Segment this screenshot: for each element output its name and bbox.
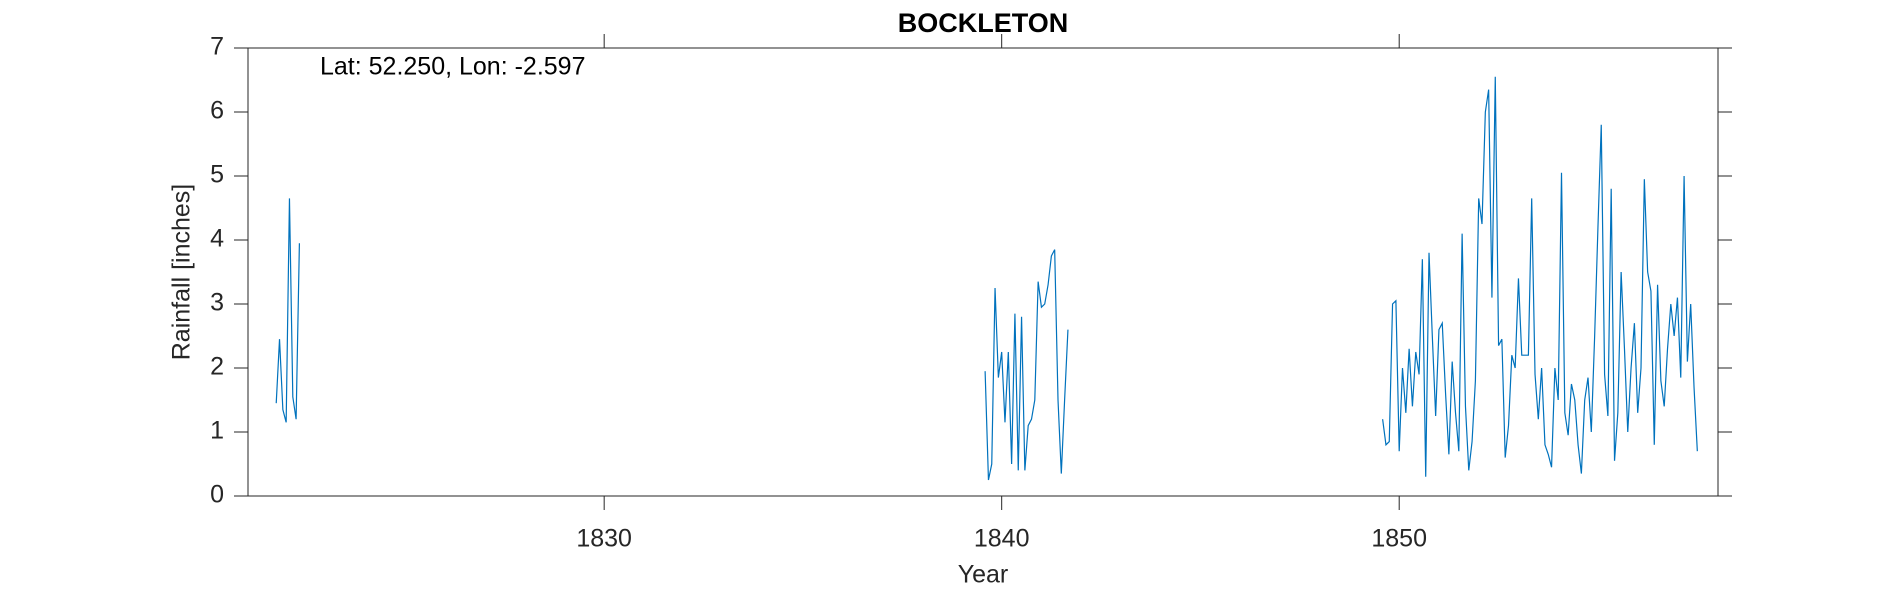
annotation: Lat: 52.250, Lon: -2.597 [320,53,586,81]
x-tick-label: 1840 [974,525,1030,553]
y-tick-label: 6 [210,97,224,125]
chart-title: BOCKLETON [898,8,1069,38]
y-tick-label: 4 [210,225,224,253]
x-tick-label: 1830 [576,525,632,553]
x-tick-label: 1850 [1371,525,1427,553]
y-tick-label: 1 [210,417,224,445]
y-axis-label: Rainfall [inches] [168,184,196,360]
data-line [275,76,1698,481]
x-axis-label: Year [958,561,1009,589]
axes-box [247,47,1719,497]
y-tick-label: 0 [210,481,224,509]
y-tick-label: 2 [210,353,224,381]
y-tick-label: 7 [210,33,224,61]
y-tick-label: 3 [210,289,224,317]
y-tick-label: 5 [210,161,224,189]
